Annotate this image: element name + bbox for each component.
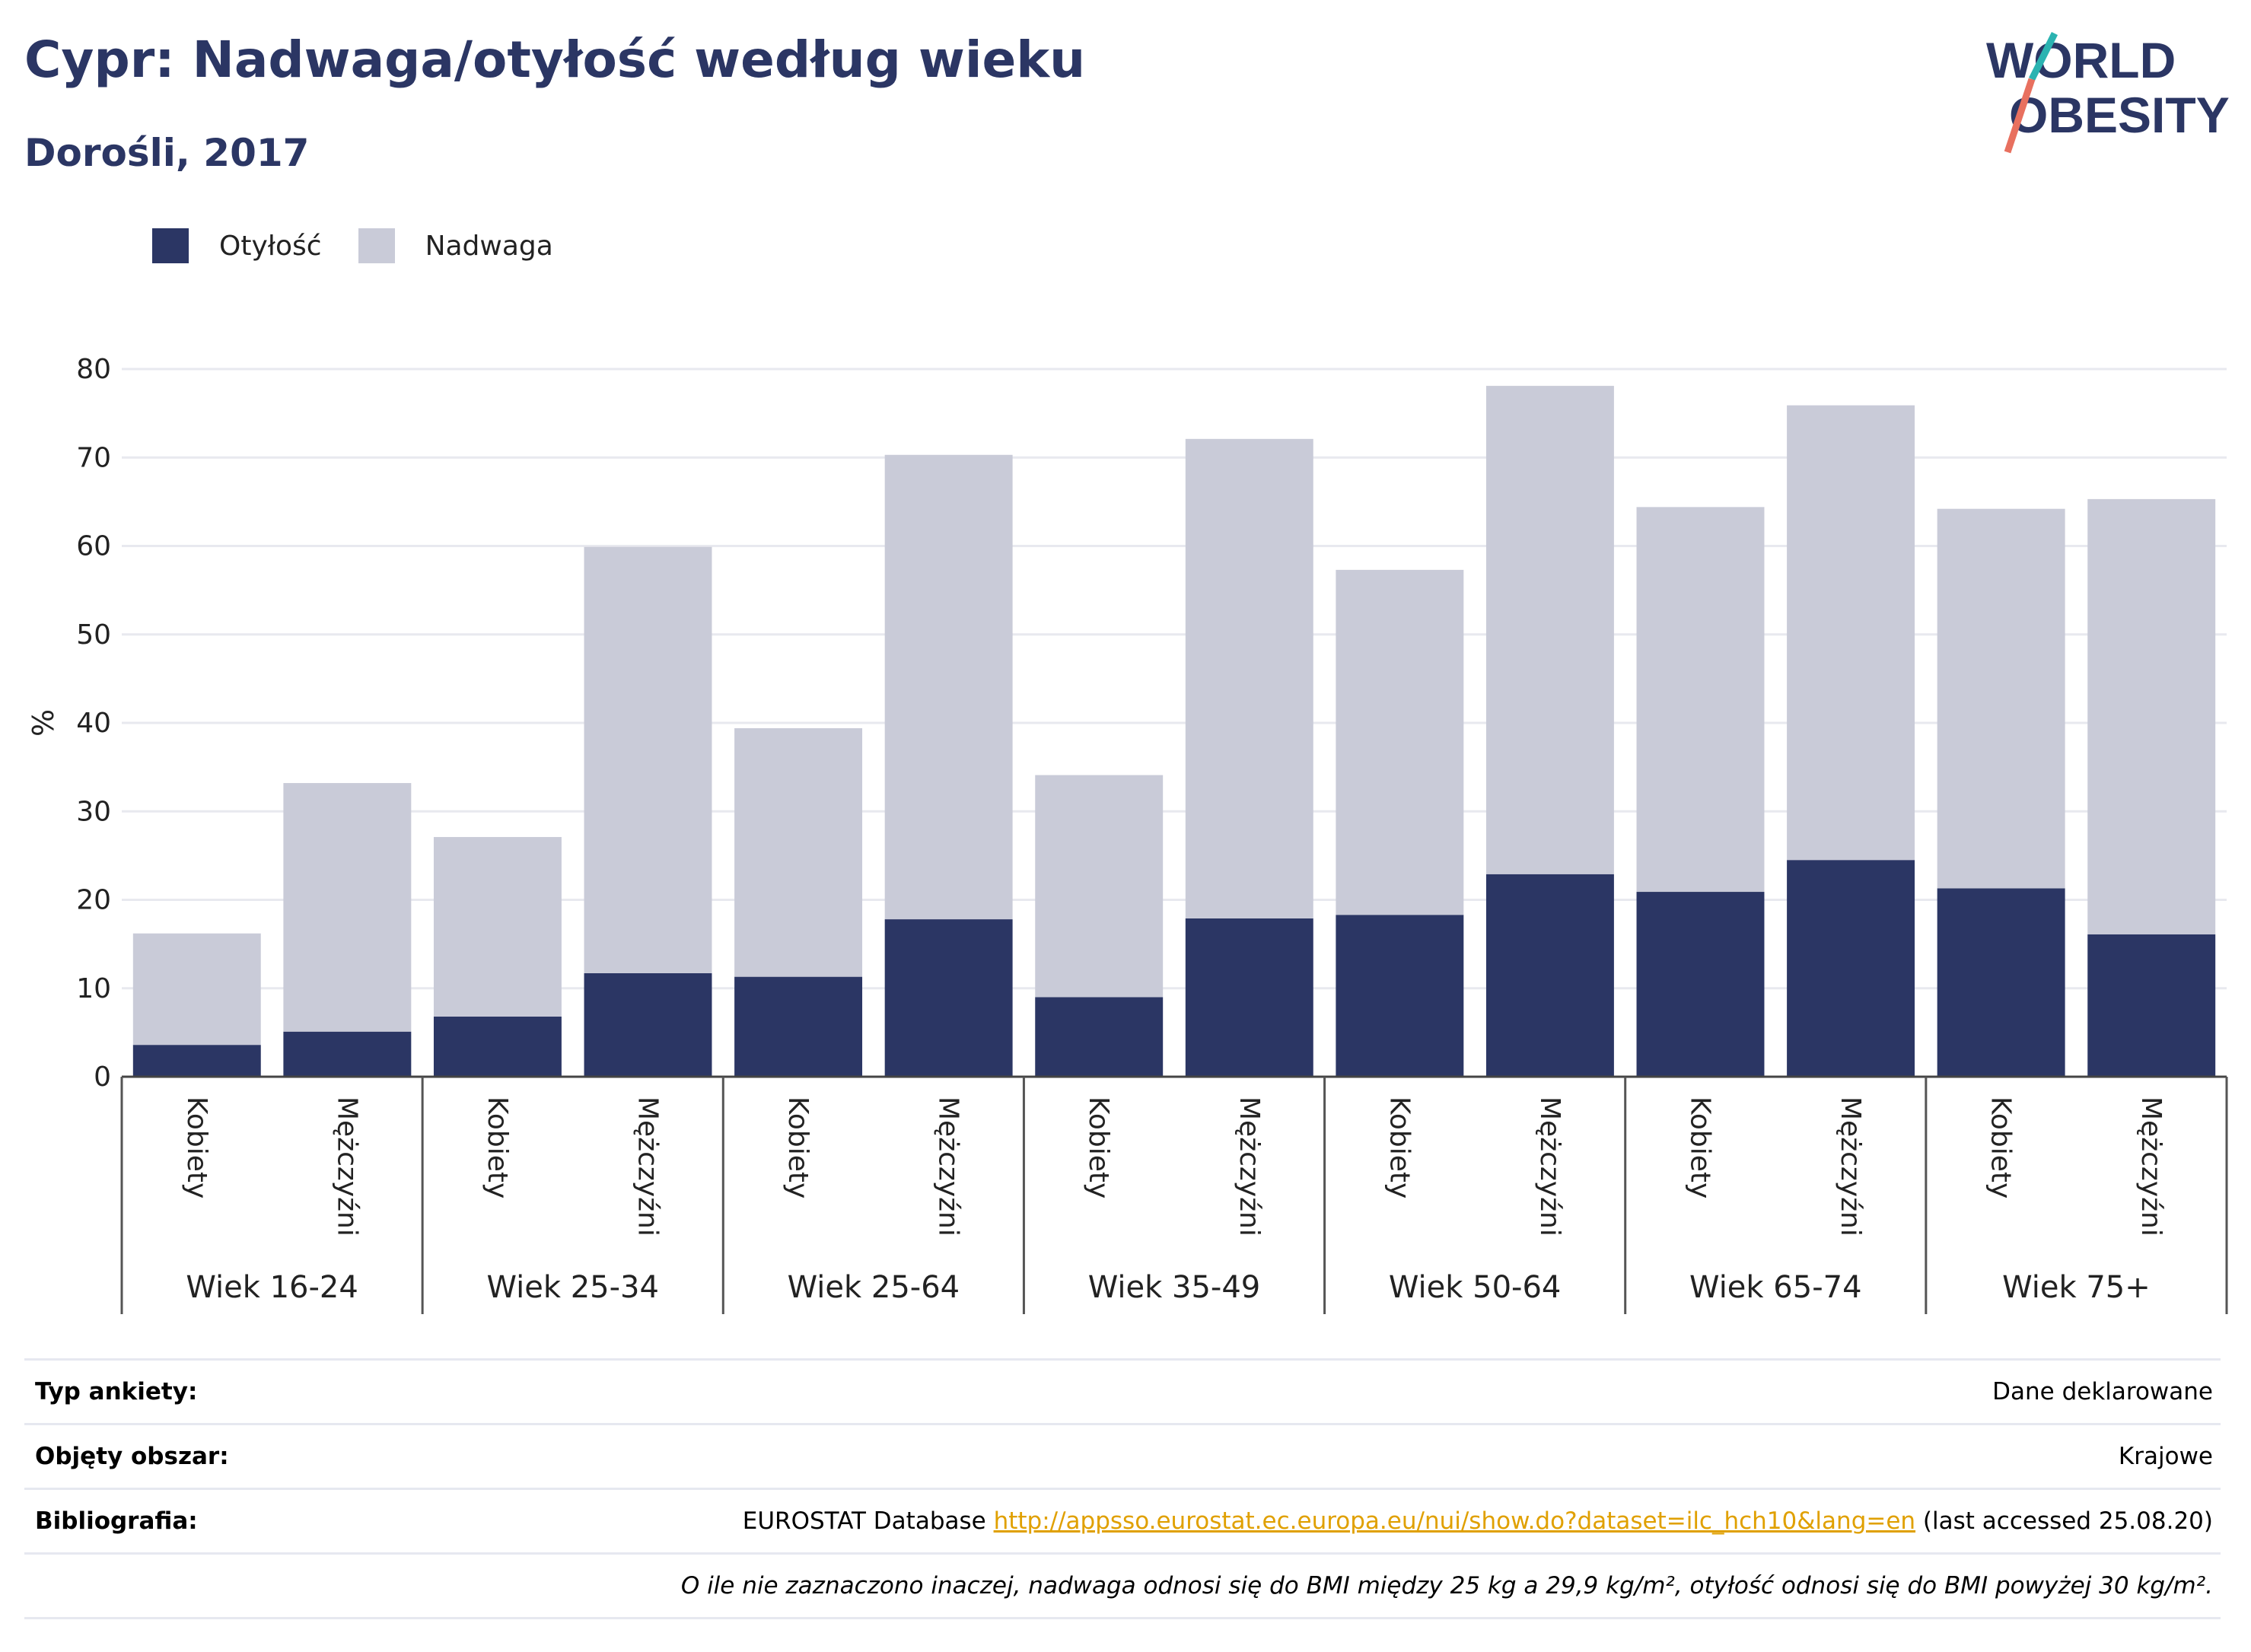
bar-obesity: [283, 1031, 412, 1077]
coverage-value: Krajowe: [2118, 1443, 2213, 1470]
bibliography-suffix: (last accessed 25.08.20): [1922, 1507, 2213, 1535]
info-row-note: O ile nie zaznaczono inaczej, nadwaga od…: [24, 1552, 2221, 1619]
bar-overweight: [283, 783, 412, 1032]
bar-overweight: [2087, 498, 2216, 934]
bar-overweight: [433, 836, 562, 1017]
legend-label-obesity: Otyłość: [219, 230, 322, 262]
y-tick-label: 20: [76, 885, 111, 916]
bar-obesity: [1636, 892, 1765, 1077]
x-group-label: Wiek 50-64: [1389, 1270, 1562, 1305]
bar-obesity: [132, 1045, 261, 1077]
logo-accent-coral: [2004, 78, 2036, 154]
bibliography-value: EUROSTAT Database http://appsso.eurostat…: [743, 1507, 2221, 1535]
bibliography-label: Bibliografia:: [35, 1507, 198, 1535]
bar-overweight: [1937, 508, 2065, 889]
y-tick-label: 30: [76, 796, 111, 827]
info-row-bibliography: Bibliografia: EUROSTAT Database http://a…: [24, 1488, 2221, 1552]
x-tick-label-sex: Kobiety: [782, 1097, 813, 1198]
legend-swatch-overweight: [358, 228, 395, 263]
page-subtitle: Dorośli, 2017: [24, 131, 310, 175]
bar-overweight: [1035, 775, 1164, 998]
x-group-label: Wiek 16-24: [186, 1270, 358, 1305]
bar-overweight: [1485, 386, 1614, 874]
legend-label-overweight: Nadwaga: [425, 230, 553, 262]
x-tick-label-sex: Mężczyźni: [632, 1097, 664, 1237]
bar-overweight: [734, 727, 863, 977]
logo-line2: OBESITY: [2009, 87, 2230, 143]
info-row-coverage: Objęty obszar: Krajowe: [24, 1423, 2221, 1488]
bar-overweight: [1336, 569, 1464, 915]
x-tick-label-sex: Kobiety: [181, 1097, 212, 1198]
stacked-bar-chart: 0 10 20 30 40 50 60 70 80% Kobiety Mężczyźni Kobiet…: [27, 354, 2228, 1314]
bar-obesity: [584, 972, 712, 1077]
legend-swatch-obesity: [152, 228, 189, 263]
x-tick-label-sex: Mężczyźni: [933, 1097, 964, 1237]
bar-obesity: [1485, 874, 1614, 1077]
coverage-label: Objęty obszar:: [35, 1443, 229, 1470]
x-group-label: Wiek 25-64: [788, 1270, 960, 1305]
bar-obesity: [1336, 915, 1464, 1077]
bar-overweight: [1787, 405, 1915, 861]
bibliography-prefix: EUROSTAT Database: [742, 1507, 986, 1535]
x-group-label: Wiek 25-34: [486, 1270, 659, 1305]
y-tick-label: 0: [94, 1062, 111, 1093]
bar-overweight: [1185, 438, 1313, 918]
definition-note: O ile nie zaznaczono inaczej, nadwaga od…: [680, 1572, 2213, 1599]
bar-overweight: [584, 546, 712, 973]
info-row-survey-type: Typ ankiety: Dane deklarowane: [24, 1358, 2221, 1423]
chart-legend: Otyłość Nadwaga: [152, 228, 590, 263]
x-tick-label-sex: Mężczyźni: [1534, 1097, 1565, 1237]
page-title: Cypr: Nadwaga/otyłość według wieku: [24, 30, 1086, 89]
survey-type-label: Typ ankiety:: [35, 1378, 198, 1405]
x-tick-label-sex: Mężczyźni: [1835, 1097, 1866, 1237]
x-group-label: Wiek 75+: [2002, 1270, 2151, 1305]
logo-accent-teal: [2028, 31, 2058, 81]
x-tick-label-sex: Mężczyźni: [2135, 1097, 2167, 1237]
y-tick-label: 10: [76, 973, 111, 1004]
bar-obesity: [884, 919, 1013, 1077]
x-group-label: Wiek 35-49: [1088, 1270, 1261, 1305]
y-tick-label: 50: [76, 619, 111, 651]
survey-type-value: Dane deklarowane: [1992, 1378, 2213, 1405]
x-tick-label-sex: Kobiety: [1985, 1097, 2017, 1198]
y-axis-label: %: [27, 709, 60, 737]
bar-obesity: [2087, 934, 2216, 1077]
info-table: Typ ankiety: Dane deklarowane Objęty obs…: [24, 1358, 2221, 1619]
world-obesity-logo: WORLD OBESITY: [1986, 31, 2230, 154]
y-tick-label: 80: [76, 354, 111, 385]
bar-overweight: [1636, 507, 1765, 893]
x-tick-label-sex: Kobiety: [1083, 1097, 1114, 1198]
x-tick-label-sex: Kobiety: [482, 1097, 513, 1198]
y-tick-label: 40: [76, 708, 111, 739]
x-group-label: Wiek 65-74: [1689, 1270, 1862, 1305]
bibliography-link[interactable]: http://appsso.eurostat.ec.europa.eu/nui/…: [993, 1507, 1916, 1535]
x-tick-label-sex: Mężczyźni: [1234, 1097, 1265, 1237]
x-tick-label-sex: Mężczyźni: [331, 1097, 362, 1237]
legend-item-overweight[interactable]: Nadwaga: [358, 228, 553, 263]
legend-item-obesity[interactable]: Otyłość: [152, 228, 322, 263]
bar-overweight: [884, 454, 1013, 920]
bar-obesity: [1185, 918, 1313, 1077]
bar-obesity: [734, 976, 863, 1077]
bar-overweight: [132, 933, 261, 1046]
x-tick-label-sex: Kobiety: [1685, 1097, 1716, 1198]
y-tick-label: 60: [76, 531, 111, 562]
bar-obesity: [1937, 888, 2065, 1077]
x-tick-label-sex: Kobiety: [1383, 1097, 1415, 1198]
bar-obesity: [1035, 997, 1164, 1077]
bar-obesity: [1787, 860, 1915, 1077]
logo-line1: WORLD: [1986, 32, 2176, 88]
bar-obesity: [433, 1016, 562, 1077]
y-tick-label: 70: [76, 442, 111, 473]
